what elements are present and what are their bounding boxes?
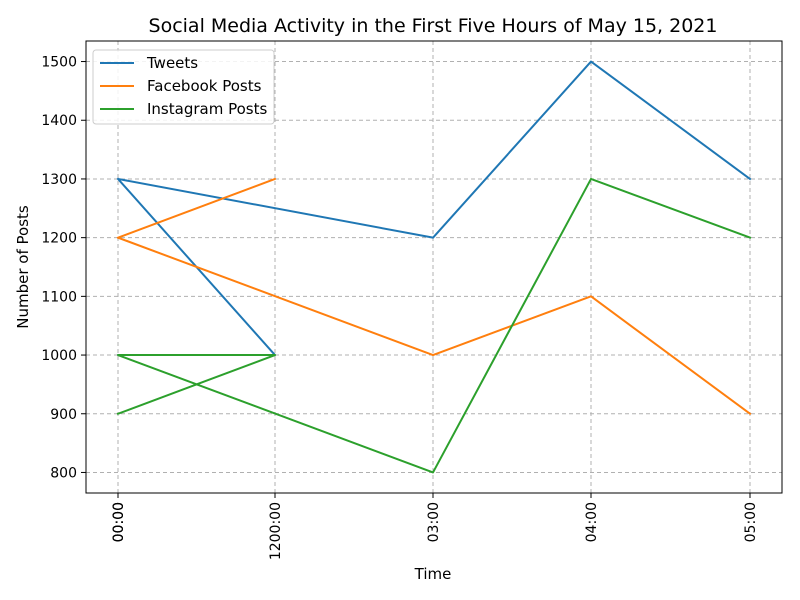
x-tick-label: 05:00 xyxy=(743,502,759,542)
legend-box xyxy=(92,49,275,125)
y-tick-label: 1000 xyxy=(41,348,77,364)
y-tick-label: 900 xyxy=(50,407,77,423)
series-line-facebook-posts xyxy=(116,177,752,416)
y-tick-label: 1300 xyxy=(41,172,77,188)
legend-label: Instagram Posts xyxy=(147,100,267,118)
x-tick-label: 1200:00 xyxy=(268,502,284,560)
y-tick-label: 1200 xyxy=(41,231,77,247)
y-tick-label: 1500 xyxy=(41,55,77,71)
series-line-instagram-posts xyxy=(116,177,752,474)
x-axis-label: Time xyxy=(414,565,452,583)
y-axis-label: Number of Posts xyxy=(14,205,32,329)
legend: Tweets Facebook Posts Instagram Posts xyxy=(92,49,275,125)
y-tick-label: 1400 xyxy=(41,113,77,129)
x-tick-label: 04:00 xyxy=(584,502,600,542)
x-tick-label: 03:00 xyxy=(426,502,442,542)
legend-label: Tweets xyxy=(146,54,198,72)
y-tick-label: 800 xyxy=(50,465,77,481)
y-tick-label: 1100 xyxy=(41,289,77,305)
x-tick-label: 00:00 xyxy=(111,502,127,542)
x-tick-label: 00:00 xyxy=(111,502,127,542)
plot-frame xyxy=(85,40,783,494)
chart-title: Social Media Activity in the First Five … xyxy=(149,15,718,37)
legend-label: Facebook Posts xyxy=(147,77,262,95)
